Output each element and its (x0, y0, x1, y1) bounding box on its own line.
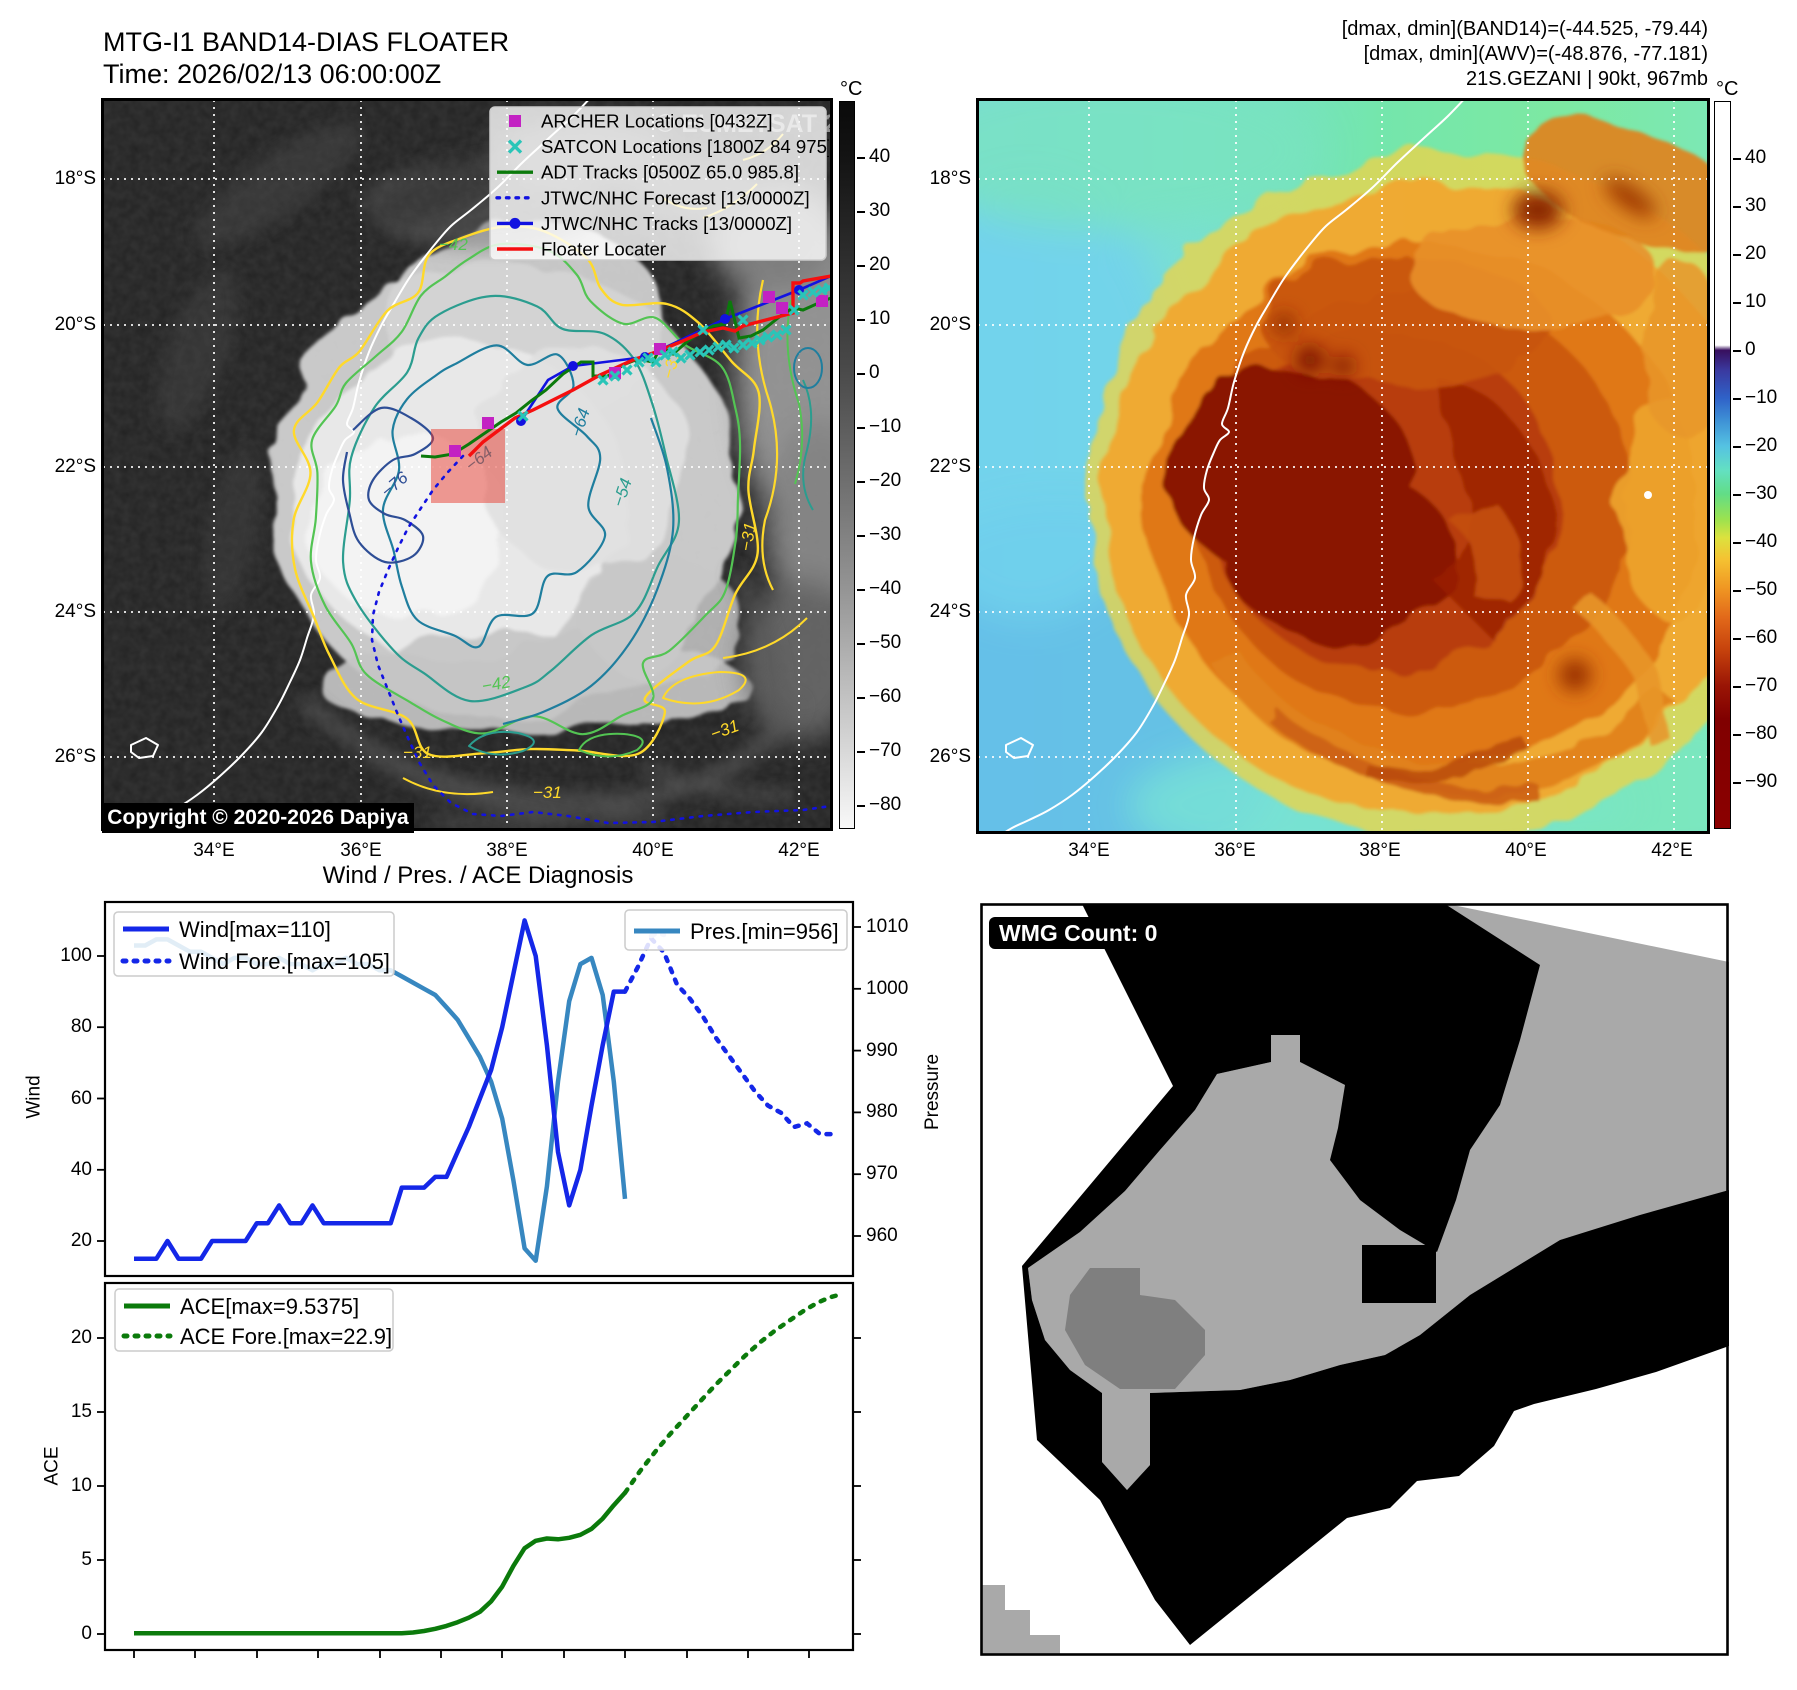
svg-text:−31: −31 (736, 521, 760, 553)
svg-text:ARCHER Locations [0432Z]: ARCHER Locations [0432Z] (541, 111, 773, 132)
svg-text:−31: −31 (533, 783, 562, 802)
svg-text:WMG Count: 0: WMG Count: 0 (999, 920, 1157, 946)
svg-text:Pres.[min=956]: Pres.[min=956] (690, 919, 839, 944)
svg-text:SATCON Locations [1800Z 84 975: SATCON Locations [1800Z 84 975] (541, 136, 829, 157)
svg-text:ADT Tracks [0500Z 65.0 985.8]: ADT Tracks [0500Z 65.0 985.8] (541, 162, 799, 183)
svg-text:ACE Fore.[max=22.9]: ACE Fore.[max=22.9] (180, 1324, 392, 1349)
svg-text:−42: −42 (439, 235, 468, 254)
svg-text:Wind Fore.[max=105]: Wind Fore.[max=105] (179, 949, 390, 974)
svg-text:ACE[max=9.5375]: ACE[max=9.5375] (180, 1294, 359, 1319)
svg-text:JTWC/NHC Tracks [13/0000Z]: JTWC/NHC Tracks [13/0000Z] (541, 213, 792, 234)
svg-text:Floater Locater: Floater Locater (541, 239, 666, 260)
svg-text:JTWC/NHC Forecast [13/0000Z]: JTWC/NHC Forecast [13/0000Z] (541, 187, 810, 208)
svg-text:Wind[max=110]: Wind[max=110] (179, 917, 331, 942)
svg-text:−42: −42 (480, 672, 512, 696)
svg-text:−31: −31 (403, 743, 432, 762)
